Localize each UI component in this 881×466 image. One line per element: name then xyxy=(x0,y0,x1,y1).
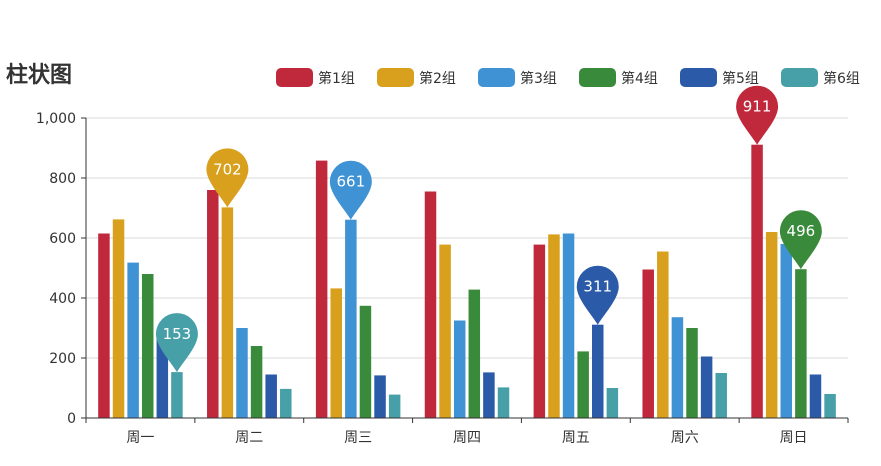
marker-label: 496 xyxy=(787,222,816,240)
grid-lines xyxy=(86,117,848,359)
legend-label: 第4组 xyxy=(621,70,658,87)
bar xyxy=(280,388,292,418)
y-tick-label: 600 xyxy=(49,231,76,247)
bar xyxy=(98,233,110,418)
bar xyxy=(171,372,183,418)
y-tick-label: 0 xyxy=(67,411,76,427)
marker-label: 153 xyxy=(163,325,192,343)
marker-pin xyxy=(329,160,372,220)
bar xyxy=(700,356,713,418)
x-tick-label: 周四 xyxy=(453,430,481,446)
legend-swatch xyxy=(478,68,515,87)
bar xyxy=(236,328,248,418)
bar xyxy=(824,394,836,418)
y-tick-label: 1,000 xyxy=(36,111,76,127)
legend-swatch xyxy=(781,68,818,87)
bar xyxy=(592,324,604,418)
y-tick-label: 200 xyxy=(49,351,76,367)
bar xyxy=(657,251,669,418)
bar xyxy=(345,219,357,418)
bar xyxy=(453,320,466,418)
bar xyxy=(439,244,451,418)
bar xyxy=(562,233,575,418)
bar xyxy=(156,331,169,418)
bar xyxy=(780,244,793,418)
x-tick-label: 周六 xyxy=(671,430,699,446)
bar xyxy=(207,190,219,418)
chart-title: 柱状图 xyxy=(6,63,72,88)
bar xyxy=(315,160,328,418)
value-markers: 153 702 661 311 911 496 xyxy=(155,85,822,373)
bar xyxy=(330,288,342,418)
bar xyxy=(765,232,778,418)
axes: 0 200 400 600 800 1,000 周一 周二 周三 周四 周五 周六 周日 xyxy=(36,111,849,446)
legend-label: 第3组 xyxy=(520,70,557,87)
legend-label: 第5组 xyxy=(722,70,759,87)
y-tick-label: 400 xyxy=(49,291,76,307)
bar xyxy=(497,387,510,418)
bar xyxy=(671,317,684,418)
bar xyxy=(577,351,589,418)
bar xyxy=(250,346,263,418)
bar xyxy=(715,373,727,418)
x-tick-label: 周五 xyxy=(562,430,590,446)
marker-pin xyxy=(206,148,249,208)
marker-label: 661 xyxy=(337,173,366,191)
marker-pin xyxy=(736,85,779,145)
legend-swatch xyxy=(276,68,313,87)
bar xyxy=(468,289,481,418)
bar xyxy=(424,191,437,418)
x-tick-label: 周三 xyxy=(344,430,372,446)
marker-label: 911 xyxy=(743,98,772,116)
legend-swatch xyxy=(680,68,717,87)
legend-swatch xyxy=(377,68,414,87)
legend-label: 第2组 xyxy=(419,70,456,87)
x-tick-label: 周一 xyxy=(126,430,154,446)
x-tick-label: 周日 xyxy=(780,430,808,446)
marker-pin xyxy=(576,265,619,325)
bar xyxy=(265,374,277,418)
bar xyxy=(127,262,139,418)
bar xyxy=(141,274,154,418)
bar xyxy=(374,375,386,418)
legend: 第1组 第2组 第3组 第4组 第5组 第6组 xyxy=(276,68,860,87)
bar xyxy=(388,394,401,418)
bar xyxy=(483,372,495,418)
bar xyxy=(359,305,372,418)
bar xyxy=(642,269,654,418)
legend-swatch xyxy=(579,68,616,87)
bar xyxy=(795,269,807,418)
marker-label: 702 xyxy=(213,160,242,178)
x-tick-label: 周二 xyxy=(235,430,263,446)
marker-pin xyxy=(779,210,822,270)
bar xyxy=(548,234,560,418)
marker-pin xyxy=(155,313,198,373)
y-tick-label: 800 xyxy=(49,171,76,187)
bar xyxy=(221,207,234,418)
legend-label: 第6组 xyxy=(823,70,860,87)
bar xyxy=(533,244,546,418)
bars xyxy=(98,144,836,418)
bar xyxy=(751,144,763,418)
bar xyxy=(809,374,822,418)
bar xyxy=(686,328,698,418)
bar xyxy=(606,388,619,418)
marker-label: 311 xyxy=(583,278,612,296)
legend-label: 第1组 xyxy=(318,70,355,87)
bar xyxy=(112,219,125,418)
